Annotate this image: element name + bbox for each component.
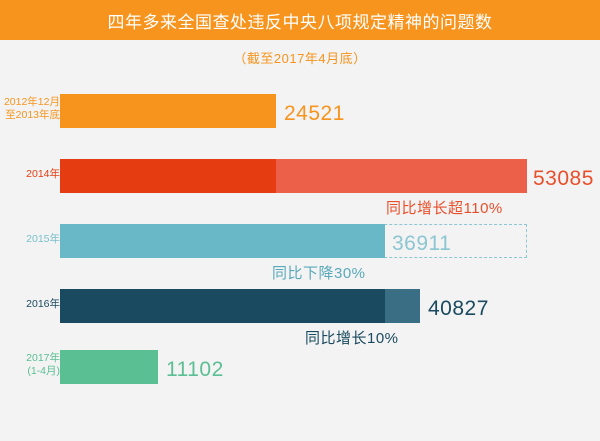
chart-row: 2015年 36911 同比下降30% bbox=[0, 224, 600, 282]
bar-segment-growth bbox=[276, 159, 527, 193]
bar-segment-base bbox=[60, 224, 385, 258]
bar-value-label: 53085 bbox=[533, 167, 594, 190]
bar-segment-base bbox=[60, 94, 276, 128]
row-label: 2015年 bbox=[0, 233, 60, 246]
bar-value-label: 36911 bbox=[392, 232, 452, 255]
bar-segment-base bbox=[60, 289, 385, 323]
row-label-line1: 2017年 bbox=[26, 352, 60, 364]
bar bbox=[60, 289, 420, 323]
bar-value-label: 24521 bbox=[284, 102, 345, 125]
bar-segment-base bbox=[60, 159, 276, 193]
chart-row: 2016年 40827 同比增长10% bbox=[0, 289, 600, 347]
row-label: 2014年 bbox=[0, 168, 60, 181]
bar-segment-growth bbox=[385, 289, 420, 323]
row-label-line1: 2012年12月 bbox=[3, 96, 60, 108]
row-label: 2012年12月 至2013年底 bbox=[0, 96, 60, 122]
bar-delta-annotation: 同比增长超110% bbox=[386, 200, 503, 217]
chart-row: 2017年 (1-4月) 11102 bbox=[0, 350, 600, 390]
chart-row: 2012年12月 至2013年底 24521 bbox=[0, 94, 600, 134]
row-label-line2: (1-4月) bbox=[27, 365, 60, 377]
row-label: 2016年 bbox=[0, 298, 60, 311]
bar bbox=[60, 94, 276, 128]
bar bbox=[60, 350, 158, 384]
bar-segment-base bbox=[60, 350, 158, 384]
row-label-line1: 2014年 bbox=[26, 168, 60, 180]
title-bar: 四年多来全国查处违反中央八项规定精神的问题数 bbox=[0, 0, 600, 40]
bar-delta-annotation: 同比下降30% bbox=[272, 265, 366, 282]
row-label-line1: 2015年 bbox=[26, 233, 60, 245]
row-label-line1: 2016年 bbox=[26, 298, 60, 310]
page-title: 四年多来全国查处违反中央八项规定精神的问题数 bbox=[107, 12, 493, 32]
bar-value-label: 40827 bbox=[428, 297, 489, 320]
bar-value-label: 11102 bbox=[166, 358, 224, 381]
bar-delta-annotation: 同比增长10% bbox=[305, 330, 399, 347]
bar bbox=[60, 224, 527, 258]
row-label-line2: 至2013年底 bbox=[5, 109, 60, 121]
bar bbox=[60, 159, 527, 193]
row-label: 2017年 (1-4月) bbox=[0, 352, 60, 378]
chart-row: 2014年 53085 同比增长超110% bbox=[0, 159, 600, 217]
page-subtitle: （截至2017年4月底） bbox=[233, 51, 367, 66]
